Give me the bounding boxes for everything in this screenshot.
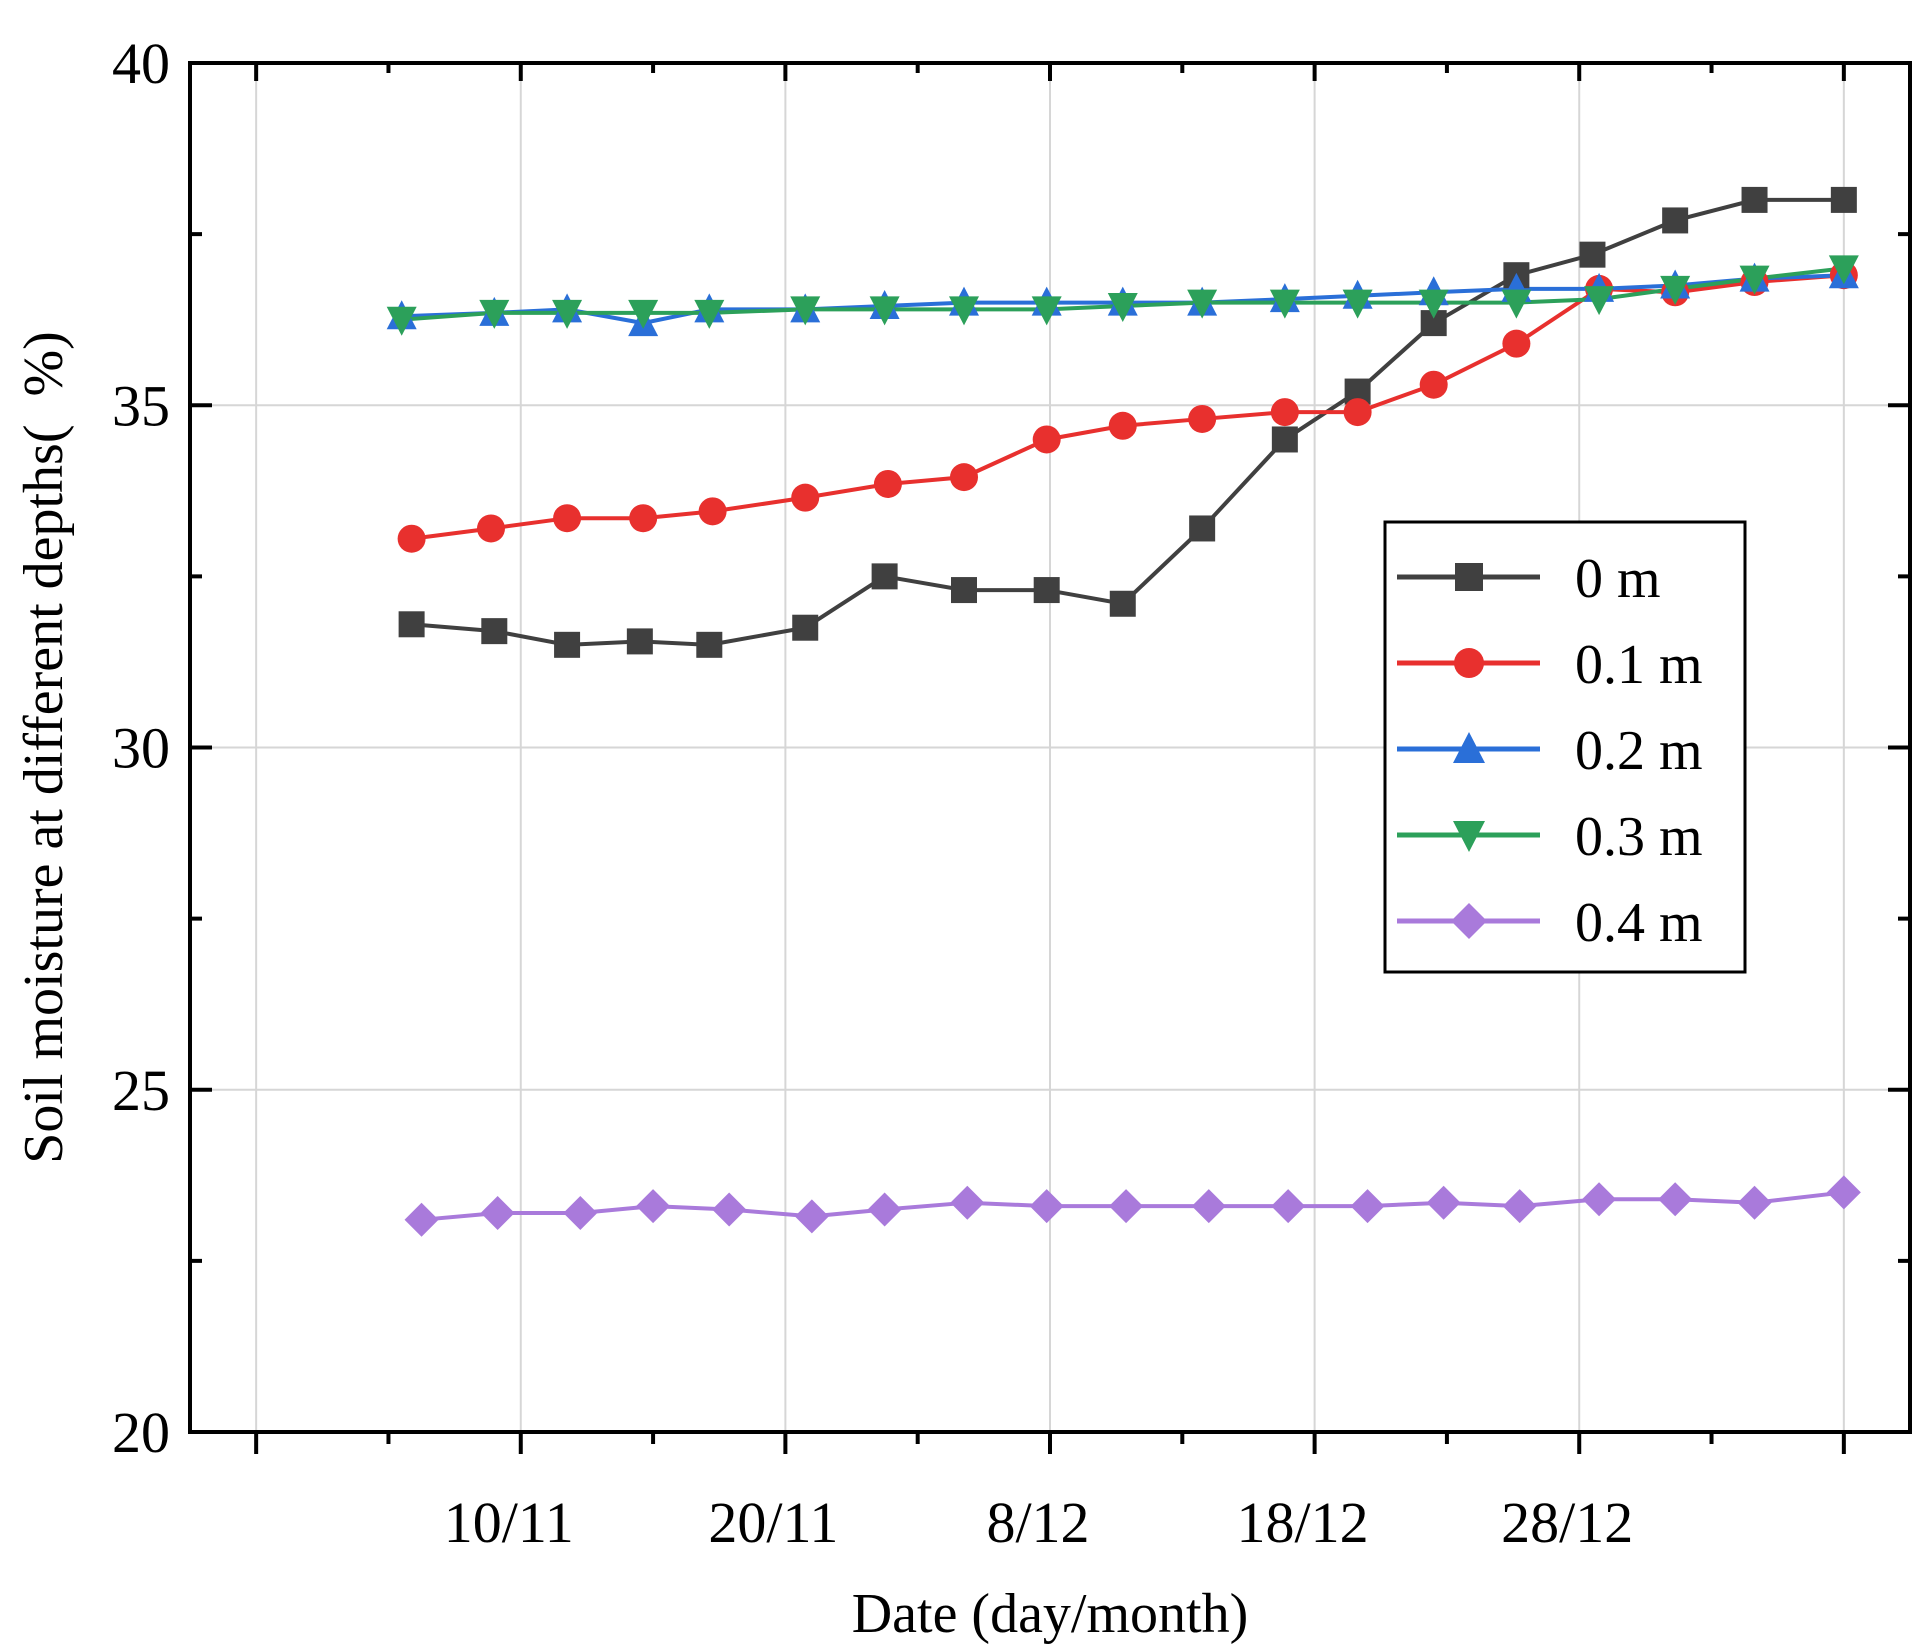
data-point-series-0	[554, 631, 581, 658]
legend-marker-3	[1453, 821, 1485, 852]
data-point-series-1	[477, 514, 505, 543]
data-point-series-0	[951, 577, 977, 604]
x-tick-label: 28/12	[1501, 1490, 1633, 1555]
data-point-series-3	[1342, 289, 1373, 319]
data-point-series-4	[1191, 1189, 1226, 1224]
data-point-series-1	[1270, 398, 1299, 427]
data-point-series-0	[481, 618, 508, 645]
data-point-series-0	[1741, 186, 1768, 213]
data-point-series-0	[626, 628, 653, 655]
data-point-series-1	[950, 463, 978, 492]
data-point-series-1	[397, 524, 426, 553]
data-point-series-0	[792, 614, 819, 641]
data-point-series-4	[563, 1195, 598, 1230]
data-point-series-1	[698, 497, 727, 526]
data-point-series-3	[1660, 275, 1691, 305]
data-point-series-3	[1187, 289, 1218, 319]
legend-marker-2	[1453, 732, 1485, 763]
x-tick-label: 8/12	[986, 1490, 1089, 1555]
y-axis-title: Soil moisture at different depths( %)	[13, 331, 75, 1164]
data-point-series-4	[867, 1192, 902, 1227]
data-point-series-1	[1032, 425, 1061, 454]
legend-marker-0	[1455, 563, 1483, 591]
data-point-series-3	[1584, 286, 1615, 316]
x-axis-title: Date (day/month)	[852, 1583, 1249, 1645]
data-point-series-4	[1350, 1189, 1385, 1224]
data-point-series-3	[628, 299, 659, 329]
data-point-series-4	[1426, 1185, 1461, 1220]
data-point-series-0	[696, 631, 723, 658]
data-point-series-4	[1737, 1185, 1772, 1220]
data-point-series-3	[1269, 289, 1300, 319]
data-point-series-4	[1582, 1182, 1617, 1217]
legend-label-0: 0 m	[1575, 548, 1661, 610]
data-point-series-4	[712, 1192, 747, 1227]
x-tick-label: 20/11	[708, 1490, 838, 1555]
data-point-series-0	[398, 611, 425, 638]
data-point-series-4	[1826, 1175, 1861, 1210]
data-point-series-4	[1502, 1189, 1537, 1224]
data-point-series-3	[386, 306, 417, 336]
data-point-series-3	[1828, 255, 1859, 285]
data-point-series-0	[1579, 241, 1606, 268]
data-point-series-1	[873, 469, 902, 498]
data-point-series-1	[1419, 370, 1448, 399]
data-point-series-4	[950, 1185, 985, 1220]
data-point-series-4	[1109, 1189, 1144, 1224]
y-tick-label: 25	[112, 1058, 170, 1123]
data-point-series-0	[871, 563, 898, 590]
data-point-series-3	[479, 299, 510, 329]
y-tick-label: 30	[112, 716, 170, 781]
data-point-series-3	[694, 299, 725, 329]
data-point-series-1	[1502, 329, 1531, 358]
data-point-series-3	[949, 296, 979, 326]
data-point-series-3	[1418, 289, 1449, 319]
data-point-series-1	[1343, 398, 1372, 427]
data-point-series-3	[552, 299, 583, 329]
data-point-series-4	[480, 1195, 515, 1230]
legend-label-4: 0.4 m	[1575, 892, 1703, 954]
data-point-series-0	[1189, 515, 1216, 542]
data-point-series-4	[1658, 1182, 1693, 1217]
data-point-series-3	[790, 296, 821, 326]
data-point-series-0	[1271, 426, 1298, 453]
data-point-series-4	[404, 1202, 439, 1237]
data-point-series-0	[1033, 577, 1060, 604]
data-point-series-3	[1501, 289, 1532, 319]
data-point-series-1	[629, 504, 658, 533]
data-point-series-3	[869, 296, 900, 326]
legend-label-2: 0.2 m	[1575, 720, 1703, 782]
y-tick-label: 20	[112, 1400, 170, 1465]
data-point-series-1	[1108, 411, 1137, 440]
y-tick-label: 35	[112, 373, 170, 438]
data-point-series-4	[1271, 1189, 1306, 1224]
data-point-series-1	[1188, 404, 1217, 433]
data-point-series-4	[1029, 1189, 1064, 1224]
legend-label-1: 0.1 m	[1575, 634, 1703, 696]
data-point-series-4	[636, 1189, 671, 1224]
y-tick-label: 40	[112, 31, 170, 96]
data-point-series-0	[1662, 207, 1689, 234]
data-point-series-1	[553, 504, 582, 533]
data-point-series-4	[794, 1199, 829, 1234]
data-point-series-0	[1109, 590, 1136, 617]
data-point-series-1	[791, 483, 820, 512]
x-tick-label: 18/12	[1237, 1490, 1369, 1555]
data-point-series-3	[1107, 292, 1138, 322]
legend-label-3: 0.3 m	[1575, 806, 1703, 868]
data-point-series-3	[1031, 296, 1062, 326]
legend-marker-1	[1454, 648, 1484, 678]
data-point-series-3	[1739, 265, 1770, 295]
x-tick-label: 10/11	[444, 1490, 574, 1555]
legend-marker-4	[1451, 903, 1487, 939]
data-point-series-0	[1830, 186, 1857, 213]
